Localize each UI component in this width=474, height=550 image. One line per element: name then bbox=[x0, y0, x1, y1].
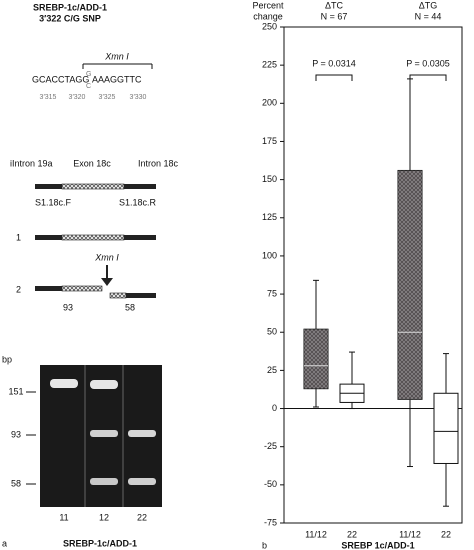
position: 3′325 bbox=[99, 94, 116, 101]
group-label: ΔTC bbox=[325, 0, 344, 10]
y-tick-label: 225 bbox=[262, 60, 277, 70]
gel-band bbox=[128, 430, 156, 437]
y-tick-label: -25 bbox=[264, 441, 277, 451]
gel-band bbox=[90, 430, 118, 437]
intron bbox=[35, 286, 62, 291]
intron bbox=[35, 184, 62, 189]
panel-a-title: SREBP-1c/ADD-1 bbox=[33, 2, 107, 12]
gel-band bbox=[90, 478, 118, 485]
enzyme-label: Xmn I bbox=[94, 252, 119, 262]
intron bbox=[35, 235, 62, 240]
gene-label: Exon 18c bbox=[73, 158, 111, 168]
y-axis-label: Percent bbox=[252, 0, 284, 10]
p-bracket bbox=[409, 74, 447, 81]
allele-label: 2 bbox=[16, 284, 21, 294]
y-tick-label: 200 bbox=[262, 98, 277, 108]
y-tick-label: 50 bbox=[267, 327, 277, 337]
panel-label: b bbox=[262, 540, 267, 550]
snp-allele: G bbox=[86, 71, 91, 78]
p-bracket bbox=[315, 74, 353, 81]
box-hatch bbox=[304, 329, 328, 389]
size-label: 151 bbox=[8, 386, 23, 396]
exon bbox=[61, 183, 125, 190]
gene-label: iIntron 19a bbox=[10, 158, 53, 168]
enzyme-label: Xmn I bbox=[104, 51, 129, 61]
y-tick-label: 150 bbox=[262, 174, 277, 184]
intron bbox=[124, 184, 156, 189]
cut-arrow-head bbox=[101, 278, 113, 286]
y-axis-label: change bbox=[253, 11, 283, 21]
x-tick-label: 11/12 bbox=[399, 529, 421, 539]
position: 3′330 bbox=[130, 94, 147, 101]
x-tick-label: 22 bbox=[441, 529, 451, 539]
gel-band bbox=[50, 379, 78, 388]
snp-allele: C bbox=[86, 83, 91, 90]
y-tick-label: -75 bbox=[264, 517, 277, 527]
plot-frame bbox=[283, 26, 463, 524]
position: 3′315 bbox=[40, 94, 57, 101]
panel-a-subtitle: 3′322 C/G SNP bbox=[39, 13, 101, 23]
exon bbox=[109, 292, 127, 299]
x-tick-label: 11/12 bbox=[305, 529, 327, 539]
exon bbox=[61, 285, 103, 292]
y-tick-label: 250 bbox=[262, 21, 277, 31]
position: 3′320 bbox=[69, 94, 86, 101]
size-label: 58 bbox=[11, 478, 21, 488]
sequence: AAAGGTTC bbox=[92, 74, 142, 84]
gel-caption: SREBP-1c/ADD-1 bbox=[63, 538, 137, 548]
group-n: N = 44 bbox=[415, 11, 442, 21]
allele-label: 1 bbox=[16, 232, 21, 242]
y-tick-label: 175 bbox=[262, 136, 277, 146]
y-tick-label: 125 bbox=[262, 212, 277, 222]
lane-label: 22 bbox=[137, 512, 147, 522]
fragment-label: 58 bbox=[125, 302, 135, 312]
box bbox=[433, 392, 459, 464]
x-tick-label: 22 bbox=[347, 529, 357, 539]
p-value: P = 0.0314 bbox=[312, 58, 356, 68]
group-label: ΔTG bbox=[419, 0, 438, 10]
size-label: 93 bbox=[11, 429, 21, 439]
intron bbox=[126, 293, 156, 298]
exon bbox=[61, 234, 125, 241]
panel-label: a bbox=[2, 538, 7, 548]
y-tick-label: 100 bbox=[262, 250, 277, 260]
gel-band bbox=[128, 478, 156, 485]
p-value: P = 0.0305 bbox=[406, 58, 450, 68]
y-tick-label: 75 bbox=[267, 288, 277, 298]
sequence: GCACCTAGG bbox=[32, 74, 89, 84]
primer-label: S1.18c.F bbox=[35, 197, 72, 207]
box-hatch bbox=[398, 170, 422, 400]
gel-unit: bp bbox=[2, 354, 12, 364]
group-n: N = 67 bbox=[321, 11, 348, 21]
intron bbox=[124, 235, 156, 240]
lane-label: 12 bbox=[99, 512, 109, 522]
y-tick-label: 25 bbox=[267, 365, 277, 375]
x-axis-label: SREBP 1c/ADD-1 bbox=[341, 540, 414, 550]
fragment-label: 93 bbox=[63, 302, 73, 312]
lane-label: 11 bbox=[59, 512, 68, 522]
y-tick-label: -50 bbox=[264, 479, 277, 489]
y-tick-label: 0 bbox=[272, 403, 277, 413]
gel-band bbox=[90, 380, 118, 389]
primer-label: S1.18c.R bbox=[119, 197, 157, 207]
gene-label: Intron 18c bbox=[138, 158, 179, 168]
